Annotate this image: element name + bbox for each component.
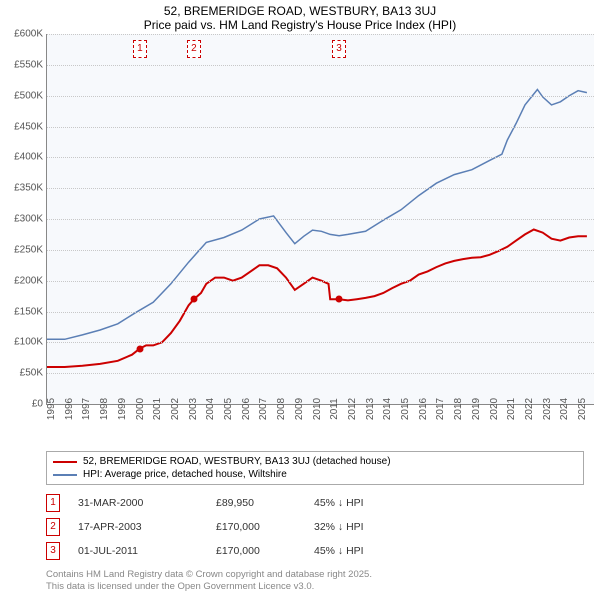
x-axis-label: 2013 (365, 398, 376, 420)
legend-row-hpi: HPI: Average price, detached house, Wilt… (53, 468, 577, 481)
footer-line2: This data is licensed under the Open Gov… (46, 581, 584, 593)
x-axis-label: 2001 (152, 398, 163, 420)
sales-date: 17-APR-2003 (78, 521, 198, 533)
y-axis-label: £400K (14, 152, 43, 163)
x-axis-label: 1999 (117, 398, 128, 420)
x-axis-label: 2020 (489, 398, 500, 420)
chart-title-line2: Price paid vs. HM Land Registry's House … (0, 18, 600, 34)
x-axis-label: 2011 (329, 398, 340, 420)
y-axis-label: £550K (14, 59, 43, 70)
sales-price: £170,000 (216, 521, 296, 533)
sales-row: 2 17-APR-2003 £170,000 32% ↓ HPI (46, 515, 584, 539)
chart-legend: 52, BREMERIDGE ROAD, WESTBURY, BA13 3UJ … (46, 451, 584, 485)
sales-delta: 45% ↓ HPI (314, 497, 364, 509)
y-axis-label: £250K (14, 244, 43, 255)
legend-swatch-property (53, 461, 77, 463)
x-axis-label: 2019 (471, 398, 482, 420)
gridline-h (47, 373, 594, 374)
y-axis-label: £450K (14, 121, 43, 132)
x-axis-label: 2023 (542, 398, 553, 420)
gridline-h (47, 342, 594, 343)
x-axis-label: 2022 (524, 398, 535, 420)
gridline-h (47, 250, 594, 251)
sales-delta: 45% ↓ HPI (314, 545, 364, 557)
gridline-h (47, 96, 594, 97)
chart-dot-2 (190, 296, 197, 303)
x-axis-label: 2021 (506, 398, 517, 420)
sales-table: 1 31-MAR-2000 £89,950 45% ↓ HPI 2 17-APR-2003… (46, 491, 584, 563)
legend-label-property: 52, BREMERIDGE ROAD, WESTBURY, BA13 3UJ … (83, 456, 391, 467)
y-axis-label: £50K (20, 368, 43, 379)
x-axis-label: 2014 (382, 398, 393, 420)
x-axis-label: 2012 (347, 398, 358, 420)
sales-delta: 32% ↓ HPI (314, 521, 364, 533)
y-axis-label: £150K (14, 306, 43, 317)
gridline-h (47, 312, 594, 313)
x-axis-label: 2004 (205, 398, 216, 420)
gridline-h (47, 281, 594, 282)
y-axis-label: £100K (14, 337, 43, 348)
gridline-h (47, 188, 594, 189)
x-axis-label: 1996 (64, 398, 75, 420)
x-axis-ticks: 1995199619971998199920002001200220032004… (46, 405, 594, 445)
chart-marker-1: 1 (133, 40, 147, 58)
x-axis-label: 2006 (241, 398, 252, 420)
legend-swatch-hpi (53, 474, 77, 476)
sales-row: 1 31-MAR-2000 £89,950 45% ↓ HPI (46, 491, 584, 515)
chart-marker-2: 2 (187, 40, 201, 58)
x-axis-label: 2007 (258, 398, 269, 420)
sales-price: £89,950 (216, 497, 296, 509)
x-axis-label: 2008 (276, 398, 287, 420)
x-axis-label: 1998 (99, 398, 110, 420)
sales-price: £170,000 (216, 545, 296, 557)
sales-date: 01-JUL-2011 (78, 545, 198, 557)
legend-label-hpi: HPI: Average price, detached house, Wilt… (83, 469, 287, 480)
x-axis-label: 2015 (400, 398, 411, 420)
x-axis-label: 2017 (435, 398, 446, 420)
x-axis-label: 2025 (577, 398, 588, 420)
gridline-h (47, 65, 594, 66)
x-axis-label: 2024 (559, 398, 570, 420)
x-axis-label: 1995 (46, 398, 57, 420)
x-axis-label: 2003 (188, 398, 199, 420)
chart-plot-area: £0£50K£100K£150K£200K£250K£300K£350K£400… (46, 34, 594, 405)
y-axis-label: £300K (14, 214, 43, 225)
y-axis-label: £600K (14, 29, 43, 40)
chart-dot-3 (336, 296, 343, 303)
sales-row: 3 01-JUL-2011 £170,000 45% ↓ HPI (46, 539, 584, 563)
x-axis-label: 2000 (135, 398, 146, 420)
y-axis-label: £200K (14, 275, 43, 286)
sales-date: 31-MAR-2000 (78, 497, 198, 509)
chart-dot-1 (136, 345, 143, 352)
gridline-h (47, 157, 594, 158)
gridline-h (47, 219, 594, 220)
x-axis-label: 2009 (294, 398, 305, 420)
legend-row-property: 52, BREMERIDGE ROAD, WESTBURY, BA13 3UJ … (53, 455, 577, 468)
x-axis-label: 1997 (81, 398, 92, 420)
gridline-h (47, 127, 594, 128)
footer-line1: Contains HM Land Registry data © Crown c… (46, 569, 584, 581)
y-axis-label: £350K (14, 183, 43, 194)
x-axis-label: 2010 (312, 398, 323, 420)
y-axis-label: £500K (14, 90, 43, 101)
y-axis-label: £0 (32, 399, 43, 410)
x-axis-label: 2016 (418, 398, 429, 420)
sales-marker: 3 (46, 542, 60, 560)
sales-marker: 2 (46, 518, 60, 536)
x-axis-label: 2002 (170, 398, 181, 420)
x-axis-label: 2018 (453, 398, 464, 420)
sales-marker: 1 (46, 494, 60, 512)
gridline-h (47, 34, 594, 35)
chart-marker-3: 3 (332, 40, 346, 58)
x-axis-label: 2005 (223, 398, 234, 420)
chart-title-line1: 52, BREMERIDGE ROAD, WESTBURY, BA13 3UJ (0, 0, 600, 18)
